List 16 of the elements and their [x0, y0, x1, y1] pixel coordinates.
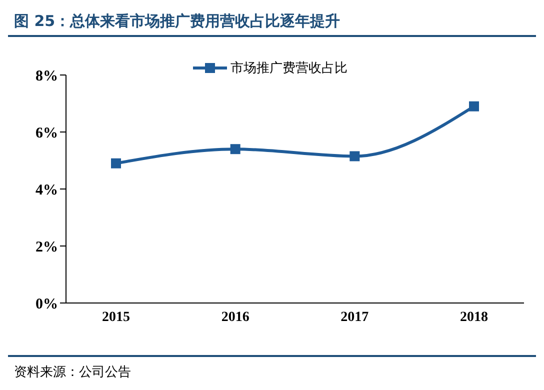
- y-tick-label: 6%: [36, 125, 58, 142]
- y-tick-label: 4%: [36, 182, 58, 198]
- point: [469, 101, 479, 112]
- x-tick-label: 2017: [340, 310, 369, 325]
- x-tick-label: 2018: [460, 310, 488, 325]
- point: [230, 144, 240, 154]
- y-tick-label: 0%: [36, 296, 58, 312]
- point: [111, 158, 121, 168]
- legend-label: 市场推广费营收占比: [230, 60, 348, 77]
- text: 资料来源：公司公告: [14, 364, 132, 381]
- chart-title: 图 25：总体来看市场推广费用营收占比逐年提升: [8, 8, 536, 37]
- x-tick-label: 2015: [102, 310, 130, 325]
- point: [350, 151, 360, 162]
- x-tick-label: 2016: [221, 310, 250, 325]
- y-tick-label: 8%: [36, 68, 58, 84]
- y-tick-label: 2%: [36, 239, 58, 256]
